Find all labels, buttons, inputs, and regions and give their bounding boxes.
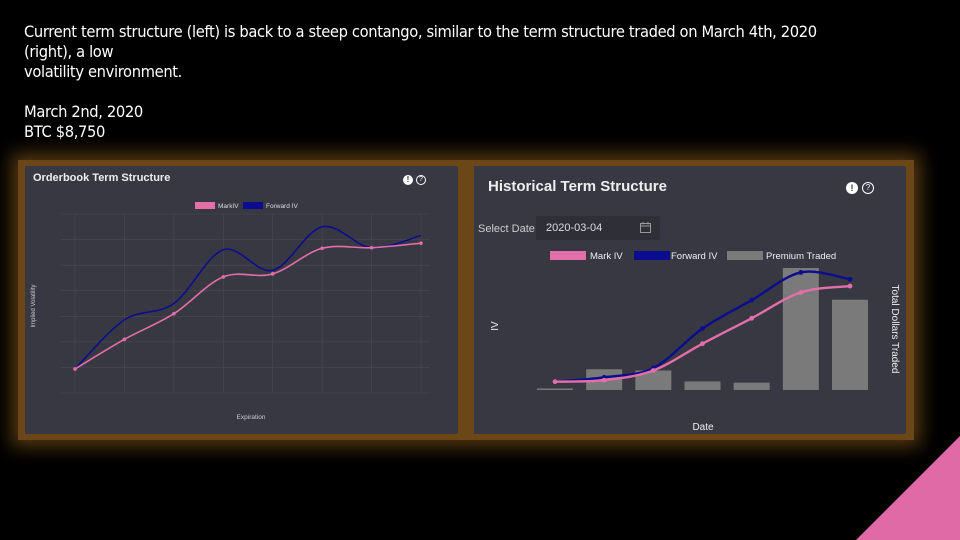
date-picker[interactable]: 2020-03-04 [536,216,660,240]
data-point-forward-iv [700,326,705,331]
calendar-icon[interactable] [640,222,651,233]
historical-chart: Mark IV Forward IV Premium Traded IV Tot… [490,251,900,433]
legend-mark-iv[interactable]: Mark IV [590,251,623,262]
y-axis-label: IV [490,321,501,331]
corner-accent [856,436,960,540]
legend-swatch-markiv [195,202,215,209]
data-point-mark-iv [847,283,853,289]
info-icon[interactable]: ! [846,182,858,194]
orderbook-chart: MarkIV Forward IV Implied Volatility Exp… [31,202,430,421]
legend-swatch-mark-iv [550,251,586,260]
premium-bar [684,381,721,390]
premium-bar [537,388,573,390]
legend-swatch-premium-traded [727,251,763,260]
premium-bar [782,268,819,390]
historical-term-structure-panel: Historical Term Structure ! ? Select Dat… [474,166,906,434]
data-point-markiv [270,272,275,276]
series-line-forward-iv [74,225,422,370]
premium-bar [635,370,672,390]
data-point-markiv [73,367,77,371]
data-point-markiv [221,275,226,279]
slide-text: Current term structure (left) is back to… [24,22,852,142]
premium-bar [832,299,868,390]
help-icon[interactable]: ? [862,182,874,194]
data-point-forward-iv [847,276,853,282]
legend-swatch-forward-iv [634,251,670,260]
data-point-markiv [369,245,374,250]
y-axis-label: Implied Volatility [31,284,37,327]
panel-title: Orderbook Term Structure [33,172,171,184]
data-point-forward-iv [798,269,804,275]
legend-forward-iv[interactable]: Forward IV [266,203,298,210]
legend-forward-iv[interactable]: Forward IV [671,251,718,262]
x-axis-label: Date [692,422,714,433]
caption-line-1: Current term structure (left) is back to… [24,22,817,61]
data-point-mark-iv [601,377,607,383]
x-axis-label: Expiration [237,414,266,421]
data-point-forward-iv [749,297,755,303]
select-date-label: Select Date [478,223,535,235]
caption-line-2: volatility environment. [24,62,182,81]
orderbook-term-structure-panel: Orderbook Term Structure ! ? MarkIV Forw… [25,166,458,434]
info-icon[interactable]: ! [403,175,413,185]
data-point-mark-iv [798,290,804,295]
data-point-markiv [419,241,423,245]
legend-swatch-forward-iv [243,202,263,209]
y2-axis-label: Total Dollars Traded [889,285,900,374]
premium-bar [733,382,770,390]
data-point-mark-iv [700,341,705,347]
legend-markiv[interactable]: MarkIV [218,203,239,210]
data-point-mark-iv [749,315,755,321]
date-input-value[interactable]: 2020-03-04 [546,222,603,234]
data-point-markiv [172,311,176,316]
slide-date: March 2nd, 2020 [24,102,143,121]
slide-price: BTC $8,750 [24,122,106,141]
data-point-markiv [122,337,127,342]
panel-title: Historical Term Structure [488,178,667,195]
series-line-markiv [74,242,422,370]
data-point-mark-iv [650,368,656,373]
data-point-markiv [320,246,324,251]
data-point-mark-iv [552,379,558,385]
legend-premium-traded[interactable]: Premium Traded [766,251,836,262]
help-icon[interactable]: ? [416,175,426,185]
